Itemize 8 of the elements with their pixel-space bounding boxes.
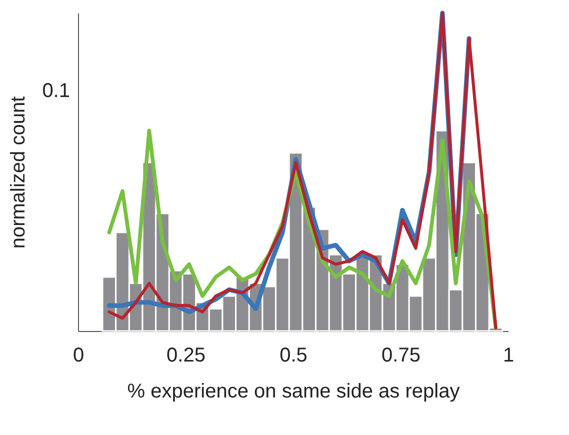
y-axis-title: normalized count — [8, 96, 30, 249]
text: 0.1 — [42, 80, 70, 102]
x-tick-label: 0.25 — [166, 344, 206, 366]
x-axis-title: % experience on same side as replay — [127, 380, 460, 402]
x-tick-label: 1 — [502, 344, 514, 366]
x-tick-label: 0 — [72, 344, 84, 366]
x-tick-label: 0.5 — [280, 344, 308, 366]
x-tick-label: 0.75 — [382, 344, 420, 366]
